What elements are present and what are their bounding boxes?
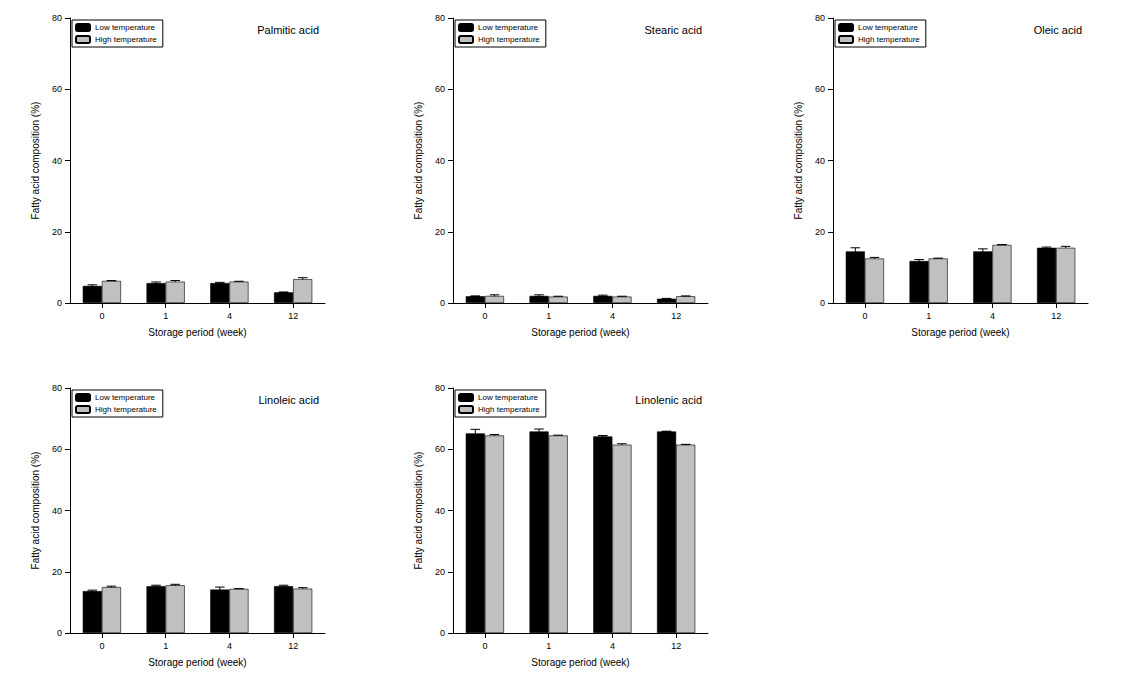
- svg-text:60: 60: [435, 444, 445, 454]
- svg-text:20: 20: [815, 227, 825, 237]
- svg-text:40: 40: [52, 506, 62, 516]
- svg-text:4: 4: [227, 311, 232, 321]
- svg-text:Fatty acid composition (%): Fatty acid composition (%): [413, 452, 424, 570]
- svg-text:20: 20: [52, 227, 62, 237]
- svg-text:High temperature: High temperature: [95, 35, 157, 44]
- svg-text:Fatty acid composition (%): Fatty acid composition (%): [30, 102, 41, 220]
- svg-text:0: 0: [57, 628, 62, 638]
- svg-text:Storage period (week): Storage period (week): [531, 657, 629, 668]
- svg-text:High temperature: High temperature: [478, 35, 540, 44]
- svg-text:12: 12: [671, 641, 681, 651]
- svg-text:Low temperature: Low temperature: [858, 23, 919, 32]
- svg-text:Storage period (week): Storage period (week): [148, 327, 246, 338]
- svg-text:4: 4: [610, 311, 615, 321]
- svg-text:Low temperature: Low temperature: [95, 393, 156, 402]
- svg-text:1: 1: [546, 311, 551, 321]
- svg-text:12: 12: [1051, 311, 1061, 321]
- svg-text:80: 80: [435, 13, 445, 23]
- svg-text:1: 1: [163, 311, 168, 321]
- svg-text:Linolenic acid: Linolenic acid: [635, 394, 702, 406]
- svg-text:60: 60: [52, 444, 62, 454]
- svg-text:Storage period (week): Storage period (week): [148, 657, 246, 668]
- svg-text:40: 40: [52, 156, 62, 166]
- svg-text:High temperature: High temperature: [478, 405, 540, 414]
- svg-text:60: 60: [815, 84, 825, 94]
- svg-text:0: 0: [99, 641, 104, 651]
- svg-text:High temperature: High temperature: [858, 35, 920, 44]
- svg-text:Low temperature: Low temperature: [478, 393, 539, 402]
- svg-text:60: 60: [52, 84, 62, 94]
- svg-text:80: 80: [435, 383, 445, 393]
- svg-text:0: 0: [482, 641, 487, 651]
- svg-text:20: 20: [435, 567, 445, 577]
- svg-text:High temperature: High temperature: [95, 405, 157, 414]
- svg-text:20: 20: [435, 227, 445, 237]
- svg-text:80: 80: [52, 383, 62, 393]
- svg-text:Low temperature: Low temperature: [95, 23, 156, 32]
- svg-text:40: 40: [435, 156, 445, 166]
- svg-text:4: 4: [610, 641, 615, 651]
- svg-text:4: 4: [990, 311, 995, 321]
- svg-text:0: 0: [482, 311, 487, 321]
- svg-text:12: 12: [671, 311, 681, 321]
- svg-text:Storage period (week): Storage period (week): [911, 327, 1009, 338]
- svg-text:Fatty acid composition (%): Fatty acid composition (%): [793, 102, 804, 220]
- svg-text:40: 40: [435, 506, 445, 516]
- svg-text:80: 80: [815, 13, 825, 23]
- svg-text:1: 1: [163, 641, 168, 651]
- svg-text:0: 0: [862, 311, 867, 321]
- svg-text:0: 0: [440, 298, 445, 308]
- svg-text:Low temperature: Low temperature: [478, 23, 539, 32]
- svg-text:Stearic acid: Stearic acid: [645, 24, 702, 36]
- svg-text:0: 0: [820, 298, 825, 308]
- svg-text:60: 60: [435, 84, 445, 94]
- svg-text:1: 1: [546, 641, 551, 651]
- svg-text:0: 0: [440, 628, 445, 638]
- svg-text:Oleic acid: Oleic acid: [1034, 24, 1082, 36]
- svg-text:4: 4: [227, 641, 232, 651]
- svg-text:12: 12: [288, 311, 298, 321]
- svg-text:Palmitic acid: Palmitic acid: [257, 24, 319, 36]
- svg-text:1: 1: [926, 311, 931, 321]
- svg-text:Fatty acid composition (%): Fatty acid composition (%): [30, 452, 41, 570]
- svg-text:0: 0: [57, 298, 62, 308]
- svg-text:40: 40: [815, 156, 825, 166]
- svg-text:Fatty acid composition (%): Fatty acid composition (%): [413, 102, 424, 220]
- svg-text:12: 12: [288, 641, 298, 651]
- svg-text:80: 80: [52, 13, 62, 23]
- svg-text:20: 20: [52, 567, 62, 577]
- svg-text:Linoleic acid: Linoleic acid: [258, 394, 319, 406]
- svg-text:0: 0: [99, 311, 104, 321]
- svg-text:Storage period (week): Storage period (week): [531, 327, 629, 338]
